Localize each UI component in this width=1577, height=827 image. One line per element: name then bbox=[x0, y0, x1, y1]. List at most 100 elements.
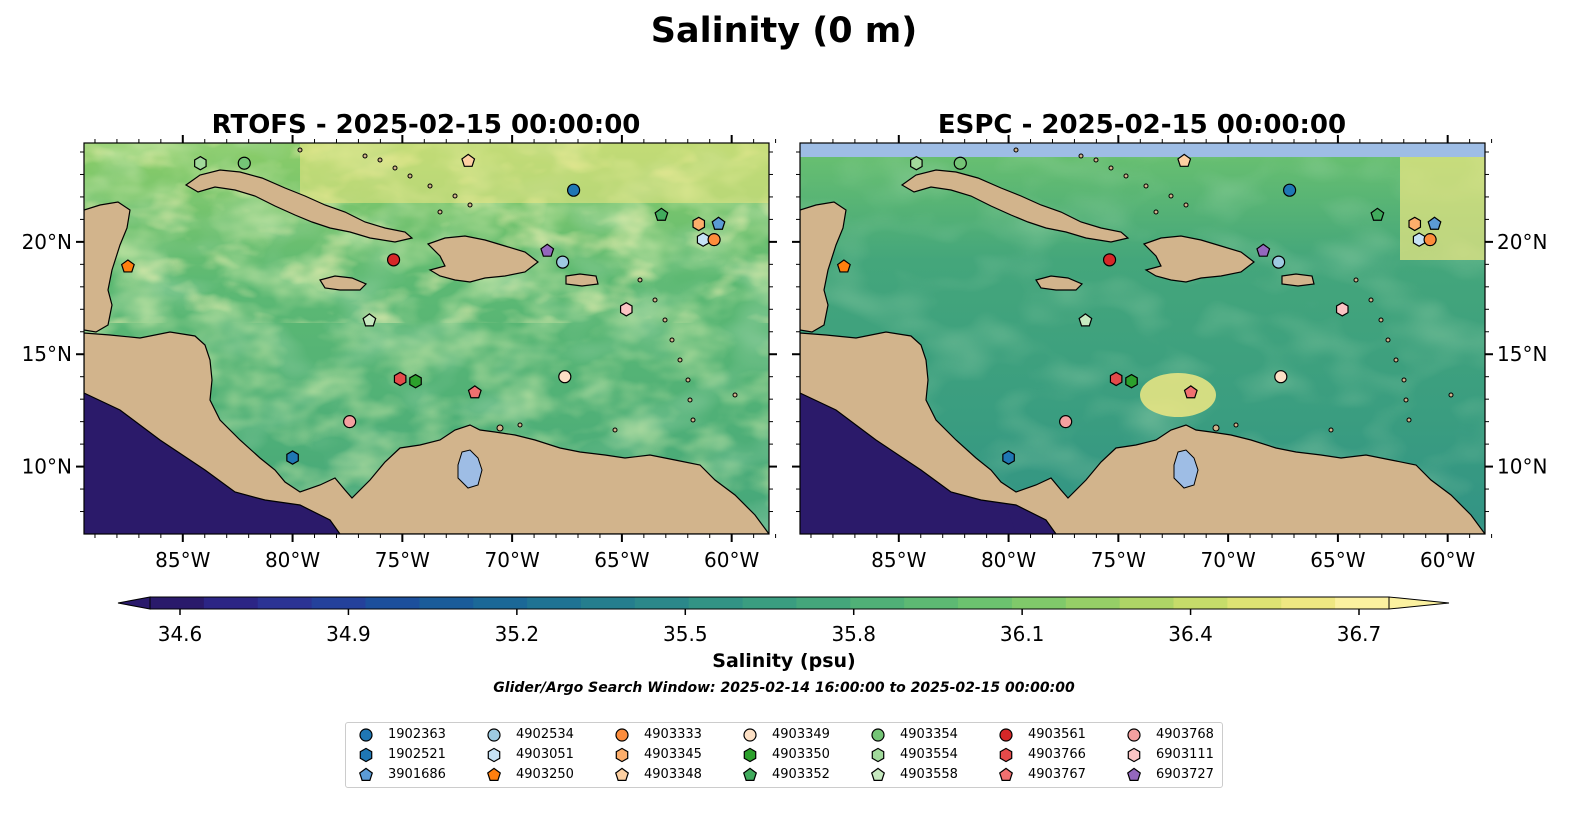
lon-tick-label: 65°W bbox=[594, 548, 649, 572]
pentagon-icon bbox=[999, 767, 1013, 781]
colorbar-segment bbox=[742, 597, 798, 609]
colorbar-tick-label: 36.4 bbox=[1168, 622, 1213, 646]
float-marker-4903345 bbox=[692, 216, 706, 232]
lat-tick-label: 20°N bbox=[22, 230, 72, 254]
legend-marker bbox=[871, 747, 885, 763]
colorbar-tick-label: 36.1 bbox=[1000, 622, 1045, 646]
hexagon-icon bbox=[999, 747, 1013, 763]
float-marker-6903727 bbox=[540, 243, 555, 257]
colorbar-segment bbox=[1281, 597, 1336, 609]
legend-marker bbox=[999, 747, 1013, 763]
pentagon-icon bbox=[743, 767, 757, 781]
panel-espc: ESPC - 2025-02-15 00:00:00 85°W 80°W 75°W 7… bbox=[792, 110, 1547, 572]
legend-label: 4903354 bbox=[900, 727, 958, 742]
legend-marker bbox=[871, 767, 885, 781]
colorbar-segment bbox=[1173, 597, 1228, 609]
colorbar-segment bbox=[1335, 597, 1390, 609]
legend-marker bbox=[871, 728, 885, 742]
legend-label: 4903051 bbox=[516, 747, 574, 762]
legend-label: 4903766 bbox=[1028, 747, 1086, 762]
float-marker-4903554 bbox=[194, 155, 207, 171]
colorbar-tick-label: 34.6 bbox=[158, 622, 203, 646]
circle-icon bbox=[487, 728, 501, 742]
colorbar-tick-label: 34.9 bbox=[326, 622, 371, 646]
lat-tick-label: 20°N bbox=[1497, 230, 1547, 254]
colorbar-segment bbox=[904, 597, 959, 609]
colorbar-tick-label: 36.7 bbox=[1337, 622, 1382, 646]
legend-marker bbox=[487, 728, 501, 742]
legend-label: 4903250 bbox=[516, 767, 574, 782]
colorbar-segment bbox=[257, 597, 313, 609]
float-marker-4903766 bbox=[393, 371, 407, 387]
float-marker-4903345 bbox=[1408, 216, 1422, 232]
legend-label: 6903111 bbox=[1156, 747, 1214, 762]
float-marker-1902363 bbox=[566, 183, 581, 197]
legend-label: 4903554 bbox=[900, 747, 958, 762]
legend-marker bbox=[743, 767, 757, 781]
colorbar-segment bbox=[688, 597, 744, 609]
colorbar-segment bbox=[203, 597, 259, 609]
lon-tick-label: 85°W bbox=[871, 548, 926, 572]
legend-label: 4903348 bbox=[644, 767, 702, 782]
legend-marker bbox=[1127, 728, 1141, 742]
float-marker-4903350 bbox=[1125, 373, 1138, 389]
float-marker-1902363 bbox=[1282, 183, 1297, 197]
legend-label: 4903349 bbox=[772, 727, 830, 742]
float-marker-4903768 bbox=[343, 415, 357, 429]
legend-marker bbox=[743, 728, 757, 742]
legend-label: 1902521 bbox=[388, 747, 446, 762]
axes-espc: 85°W 80°W 75°W 70°W 65°W 60°W 20°N 15°N 10°N bbox=[792, 135, 1547, 572]
circle-icon bbox=[743, 728, 757, 742]
colorbar-segment bbox=[796, 597, 851, 609]
circle-icon bbox=[359, 728, 373, 742]
colorbar-segment bbox=[850, 597, 905, 609]
float-marker-1902521 bbox=[286, 450, 299, 465]
float-marker-4903554 bbox=[910, 155, 923, 171]
float-marker-4903348 bbox=[461, 153, 476, 167]
float-marker-3901686 bbox=[711, 216, 726, 230]
float-marker-4903767 bbox=[467, 385, 482, 399]
panel-rtofs: RTOFS - 2025-02-15 00:00:00 85°W 80°W 75°W… bbox=[22, 110, 777, 572]
float-marker-1902521 bbox=[1002, 450, 1015, 465]
legend-marker bbox=[487, 767, 501, 781]
colorbar-segment bbox=[958, 597, 1013, 609]
colorbar-segment bbox=[1011, 597, 1067, 609]
legend-label: 4903767 bbox=[1028, 767, 1086, 782]
legend-marker bbox=[1127, 767, 1141, 781]
colorbar-segment bbox=[365, 597, 420, 609]
circle-icon bbox=[999, 728, 1013, 742]
legend-marker bbox=[615, 747, 629, 763]
lon-tick-label: 80°W bbox=[981, 548, 1036, 572]
legend-marker bbox=[1127, 747, 1141, 763]
search-window-text: Glider/Argo Search Window: 2025-02-14 16… bbox=[493, 680, 1075, 696]
float-marker-4902534 bbox=[556, 255, 570, 269]
legend-marker bbox=[999, 767, 1013, 781]
colorbar-segment bbox=[311, 597, 367, 609]
legend-label: 4903768 bbox=[1156, 727, 1214, 742]
float-marker-4903558 bbox=[1078, 313, 1093, 327]
legend-label: 6903727 bbox=[1156, 767, 1214, 782]
float-marker-4903250 bbox=[836, 259, 851, 273]
legend-marker bbox=[487, 747, 501, 763]
lon-tick-label: 60°W bbox=[704, 548, 759, 572]
panel-title-rtofs: RTOFS - 2025-02-15 00:00:00 bbox=[212, 110, 641, 140]
float-marker-6903727 bbox=[1256, 243, 1271, 257]
pentagon-icon bbox=[487, 767, 501, 781]
float-marker-4903349 bbox=[558, 370, 572, 384]
colorbar-segment bbox=[1065, 597, 1121, 609]
float-marker-4903349 bbox=[1274, 370, 1288, 384]
hexagon-icon bbox=[615, 747, 629, 763]
float-marker-4903766 bbox=[1109, 371, 1123, 387]
float-marker-4903250 bbox=[120, 259, 135, 273]
hexagon-icon bbox=[1127, 747, 1141, 763]
legend-label: 4902534 bbox=[516, 727, 574, 742]
float-marker-3901686 bbox=[1427, 216, 1442, 230]
float-marker-4903051 bbox=[696, 232, 710, 247]
legend-label: 3901686 bbox=[388, 767, 446, 782]
hexagon-icon bbox=[359, 747, 373, 763]
hexagon-icon bbox=[487, 747, 501, 763]
lat-tick-label: 15°N bbox=[1497, 342, 1547, 366]
legend-label: 1902363 bbox=[388, 727, 446, 742]
float-marker-4903354 bbox=[237, 156, 251, 170]
legend-label: 4903558 bbox=[900, 767, 958, 782]
